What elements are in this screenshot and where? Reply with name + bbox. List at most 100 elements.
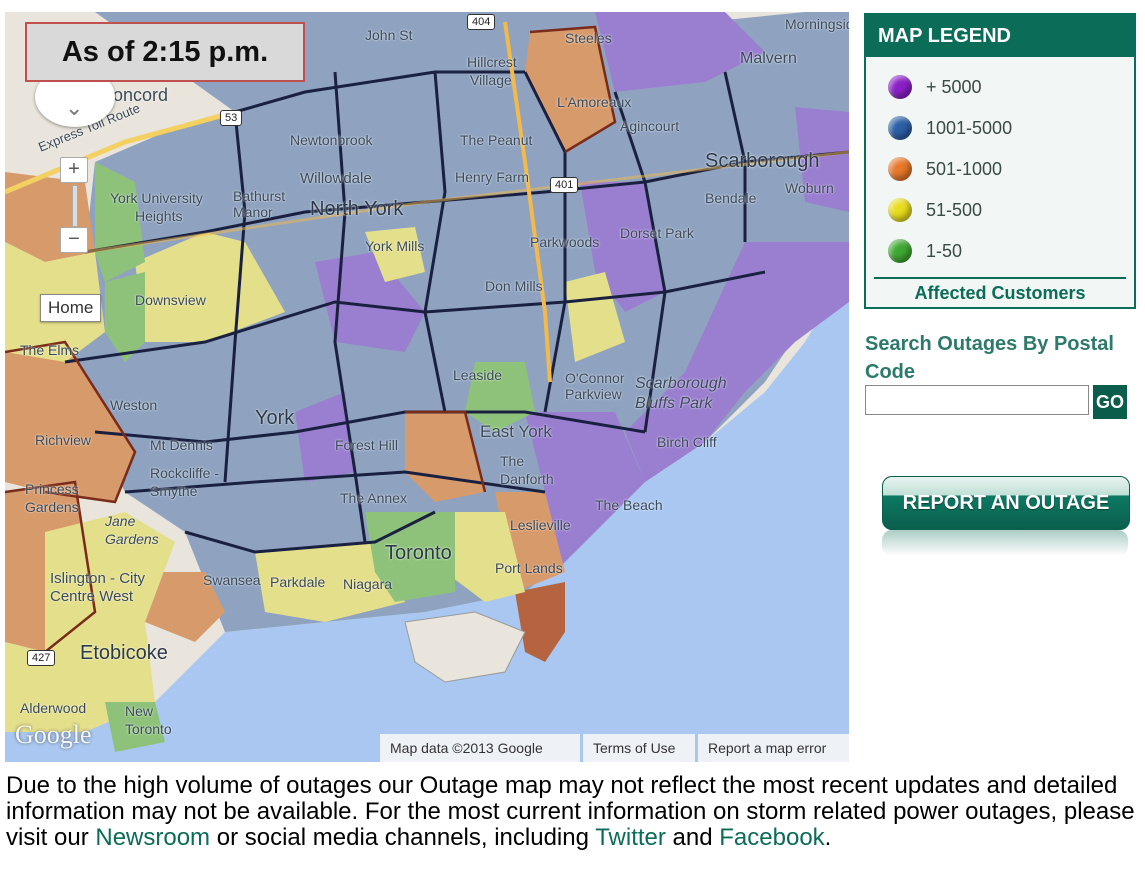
map-label-newtonbrook: Newtonbrook [290,132,373,148]
map-label-scarborough: Scarborough [705,150,820,172]
map-label-the-elms: The Elms [20,342,80,358]
report-outage-button[interactable]: REPORT AN OUTAGE [882,476,1130,530]
map-label-mt-dennis: Mt Dennis [150,437,214,453]
zoom-slider[interactable] [72,185,78,227]
map-label-agincourt: Agincourt [620,118,680,134]
outage-notice: Due to the high volume of outages our Ou… [6,773,1141,851]
map-label-east-york: East York [480,422,552,441]
map-label-leaside: Leaside [453,367,503,383]
go-button[interactable]: GO [1093,385,1127,419]
map-label-york: York [255,407,295,429]
map-label-north-york: North York [310,198,404,220]
map-label-york-mills: York Mills [365,238,425,254]
notice-text: . [824,824,832,851]
legend-item: 501-1000 [888,157,1002,181]
report-outage-label: REPORT AN OUTAGE [902,491,1110,514]
circle-icon [888,116,912,140]
legend-label: 1001-5000 [926,117,1013,138]
map-label-princess-gardens: Princess Gardens [25,481,79,515]
map-label-village: Village [470,72,512,88]
map-label-dorset-park: Dorset Park [620,225,694,241]
map-label-parkwoods: Parkwoods [530,234,600,250]
map-label-alderwood: Alderwood [20,700,87,716]
highway-404-shield: 404 [467,14,496,30]
legend-divider [874,277,1126,279]
twitter-link[interactable]: Twitter [595,824,666,851]
map-label-the-beach: The Beach [595,497,663,513]
legend-title: MAP LEGEND [866,15,1134,57]
zoom-out-button[interactable]: − [60,227,88,253]
legend-label: 51-500 [926,199,983,220]
legend-label: 501-1000 [926,158,1003,179]
map-label-york-university: York University [110,190,203,206]
map-label-forest-hill: Forest Hill [335,437,399,453]
highway-401-shield: 401 [550,177,579,193]
map-label-the-peanut: The Peanut [460,132,533,148]
map-label-henry-farm: Henry Farm [455,169,529,185]
legend-label: 1-50 [926,240,963,261]
postal-code-input[interactable] [865,385,1089,415]
notice-text: and [665,824,720,851]
notice-text: Due to the high volume of outages our Ou… [6,772,1135,851]
map-label-niagara: Niagara [343,576,393,592]
google-logo: Google [15,720,92,749]
legend-item: 51-500 [888,198,982,222]
timestamp-banner: As of 2:15 p.m. [25,22,305,82]
map-label-new-toronto: New Toronto [125,703,172,737]
map-label-rockcliffe-smythe: Rockcliffe - Smythe [150,465,219,499]
outage-map[interactable]: Steeles John St Concord Express Toll Rou… [5,12,849,762]
map-label-jane-gardens: Jane Gardens [105,513,159,547]
map-label-don-mills: Don Mills [485,278,543,294]
map-label-birch-cliff: Birch Cliff [657,434,717,450]
map-label-the-danforth: The Danforth [500,453,554,487]
map-label-steeles: Steeles [565,30,612,46]
report-button-reflection [882,530,1128,556]
legend-item: + 5000 [888,75,982,99]
highway-53-shield: 53 [220,110,243,126]
map-label-bendale: Bendale [705,190,757,206]
zoom-in-button[interactable]: + [60,157,88,183]
map-regions [5,12,849,762]
map-legend: MAP LEGEND + 5000 1001-5000 501-1000 51-… [864,13,1136,309]
map-label-toronto: Toronto [385,542,452,564]
map-label-downsview: Downsview [135,292,206,308]
legend-item: 1001-5000 [888,116,1012,140]
map-label-richview: Richview [35,432,92,448]
facebook-link[interactable]: Facebook [719,824,825,851]
map-label-the-annex: The Annex [340,490,407,506]
zoom-control[interactable]: + − [60,157,90,255]
newsroom-link[interactable]: Newsroom [95,824,211,851]
map-label-woburn: Woburn [785,180,834,196]
map-label-parkdale: Parkdale [270,574,326,590]
notice-text: or social media channels, including [210,824,596,851]
chevron-down-icon[interactable]: ⌄ [65,95,84,120]
map-label-willowdale: Willowdale [300,170,372,187]
map-label-leslieville: Leslieville [510,517,571,533]
circle-icon [888,157,912,181]
map-label-islington: Islington - City Centre West [50,570,146,605]
map-label-malvern: Malvern [740,50,797,67]
map-label-oconnor-parkview: O'Connor Parkview [565,370,625,402]
map-label-concord: Concord [100,85,169,105]
report-map-error-link[interactable]: Report a map error [698,734,849,762]
map-label-lamoreaux: L'Amoreaux [557,94,632,110]
map-label-swansea: Swansea [203,572,261,588]
highway-427-shield: 427 [27,650,56,666]
home-button[interactable]: Home [40,294,102,322]
legend-label: + 5000 [926,76,982,97]
map-label-port-lands: Port Lands [495,560,563,576]
map-label-bathurst-manor: Bathurst Manor [233,188,286,220]
timestamp-text: As of 2:15 p.m. [61,35,269,68]
terms-of-use-link[interactable]: Terms of Use [583,734,695,762]
map-label-john-st: John St [365,27,413,43]
postal-code-search-label: Search Outages By Postal Code [865,333,1114,383]
map-label-scarborough-bluffs-park: Scarborough Bluffs Park [635,375,727,412]
circle-icon [888,75,912,99]
map-label-weston: Weston [110,397,158,413]
map-label-hillcrest: Hillcrest [467,54,517,70]
map-label-heights: Heights [135,208,183,224]
map-label-etobicoke: Etobicoke [80,642,168,664]
legend-footer: Affected Customers [914,283,1086,303]
map-data-attribution: Map data ©2013 Google [380,734,580,762]
circle-icon [888,198,912,222]
